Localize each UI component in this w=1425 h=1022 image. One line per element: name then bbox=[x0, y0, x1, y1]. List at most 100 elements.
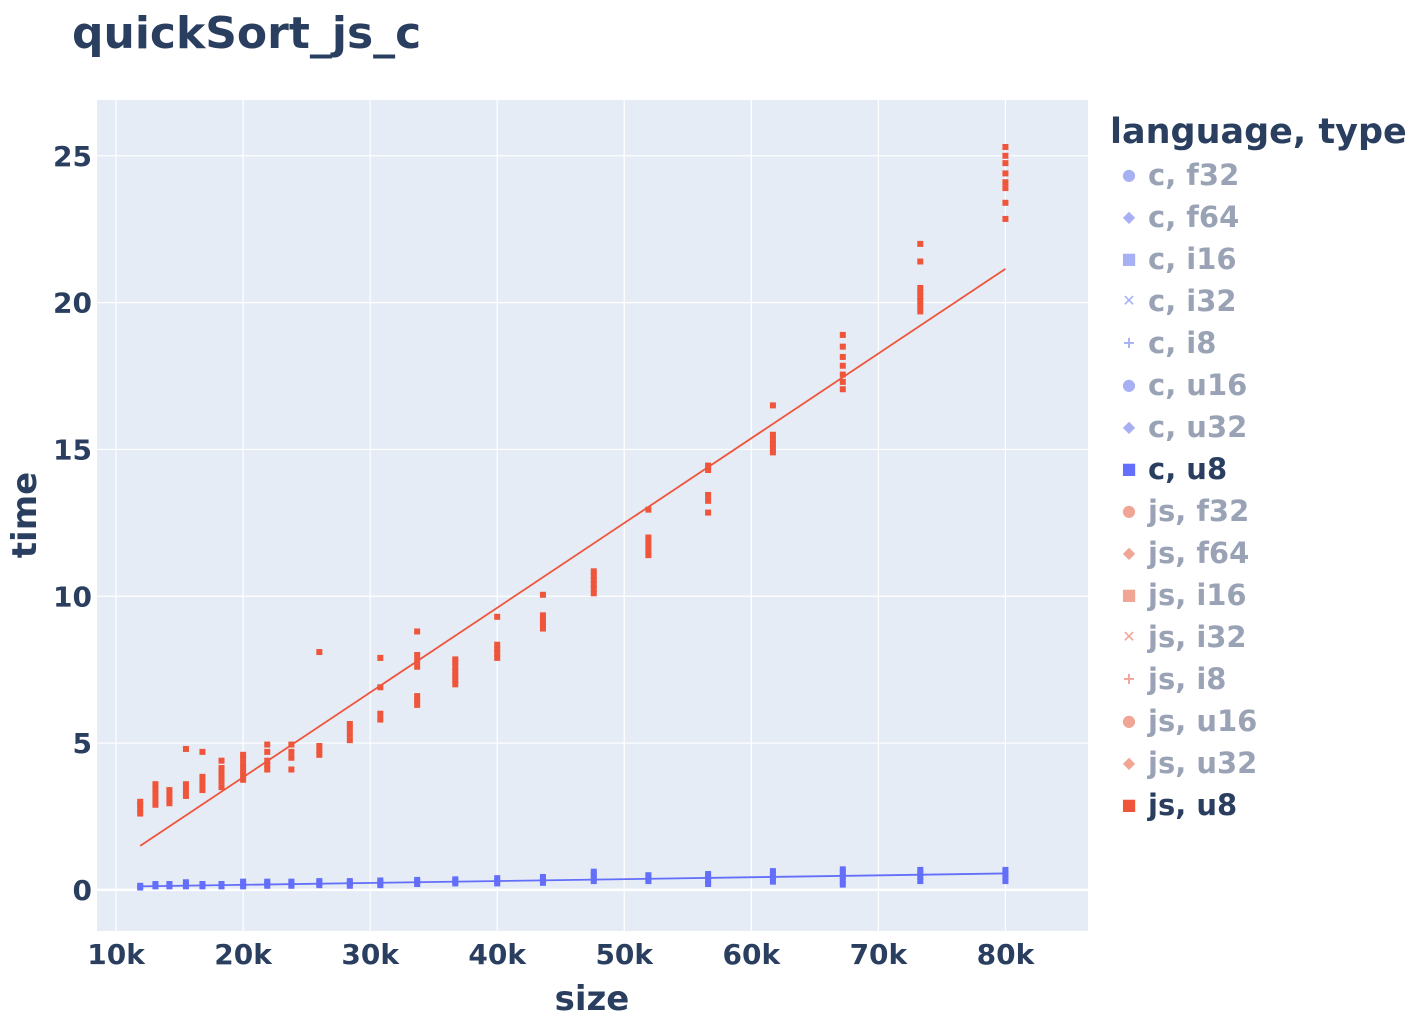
legend-item[interactable]: + c, i8 bbox=[1110, 322, 1420, 364]
point-js-u8 bbox=[839, 343, 846, 350]
point-js-u8 bbox=[182, 792, 189, 799]
point-c-u8 bbox=[839, 877, 846, 884]
point-js-u8 bbox=[917, 284, 924, 291]
legend-marker-icon: ◆ bbox=[1122, 753, 1136, 772]
legend-item[interactable]: ■ c, i16 bbox=[1110, 238, 1420, 280]
legend-item[interactable]: ● js, u16 bbox=[1110, 700, 1420, 742]
point-c-u8 bbox=[839, 873, 846, 880]
point-js-u8 bbox=[414, 697, 421, 704]
point-c-u8 bbox=[917, 866, 924, 873]
point-c-u8 bbox=[769, 871, 776, 878]
point-js-u8 bbox=[705, 509, 712, 516]
point-js-u8 bbox=[240, 751, 247, 758]
trend-line-c-u8 bbox=[140, 872, 1006, 888]
point-js-u8 bbox=[152, 781, 159, 788]
point-js-u8 bbox=[346, 720, 353, 727]
legend-marker-icon: + bbox=[1122, 669, 1136, 688]
point-js-u8 bbox=[917, 258, 924, 265]
legend-item[interactable]: ✕ js, i32 bbox=[1110, 616, 1420, 658]
legend-item[interactable]: ◆ c, f64 bbox=[1110, 196, 1420, 238]
point-js-u8 bbox=[166, 800, 173, 807]
point-js-u8 bbox=[1002, 143, 1009, 150]
point-js-u8 bbox=[199, 787, 206, 794]
legend-item[interactable]: ◆ js, f64 bbox=[1110, 532, 1420, 574]
point-js-u8 bbox=[137, 810, 144, 817]
point-js-u8 bbox=[377, 716, 384, 723]
point-js-u8 bbox=[264, 766, 271, 773]
point-js-u8 bbox=[240, 756, 247, 763]
point-js-u8 bbox=[539, 612, 546, 619]
point-js-u8 bbox=[769, 436, 776, 443]
legend-item[interactable]: ● c, u16 bbox=[1110, 364, 1420, 406]
point-c-u8 bbox=[152, 881, 159, 888]
point-js-u8 bbox=[218, 784, 225, 791]
legend-marker-icon: ● bbox=[1122, 375, 1136, 394]
y-tick-label: 10 bbox=[53, 580, 92, 613]
point-c-u8 bbox=[645, 872, 652, 879]
legend-item[interactable]: ● c, f32 bbox=[1110, 154, 1420, 196]
point-js-u8 bbox=[590, 590, 597, 597]
x-axis-title: size bbox=[555, 979, 630, 1019]
legend-item-label: c, f32 bbox=[1148, 158, 1240, 192]
point-c-u8 bbox=[839, 881, 846, 888]
point-c-u8 bbox=[590, 875, 597, 882]
point-js-u8 bbox=[769, 431, 776, 438]
point-js-u8 bbox=[705, 491, 712, 498]
point-js-u8 bbox=[839, 353, 846, 360]
legend-item[interactable]: ■ js, u8 bbox=[1110, 784, 1420, 826]
point-js-u8 bbox=[452, 672, 459, 679]
point-js-u8 bbox=[539, 616, 546, 623]
point-js-u8 bbox=[414, 663, 421, 670]
legend-item-label: js, f32 bbox=[1148, 494, 1250, 528]
point-c-u8 bbox=[377, 877, 384, 884]
legend-marker-icon: + bbox=[1122, 333, 1136, 352]
legend-item-label: c, i8 bbox=[1148, 326, 1217, 360]
point-c-u8 bbox=[264, 878, 271, 885]
legend-item[interactable]: ◆ c, u32 bbox=[1110, 406, 1420, 448]
legend-item-label: c, i16 bbox=[1148, 242, 1237, 276]
legend-item[interactable]: ● js, f32 bbox=[1110, 490, 1420, 532]
legend-item[interactable]: ■ c, u8 bbox=[1110, 448, 1420, 490]
point-c-u8 bbox=[494, 875, 501, 882]
point-js-u8 bbox=[645, 534, 652, 541]
point-js-u8 bbox=[645, 506, 652, 513]
point-js-u8 bbox=[199, 778, 206, 785]
point-js-u8 bbox=[199, 782, 206, 789]
legend-item-label: js, u16 bbox=[1148, 704, 1258, 738]
point-js-u8 bbox=[645, 543, 652, 550]
legend-item[interactable]: ■ js, i16 bbox=[1110, 574, 1420, 616]
y-axis-title: time bbox=[5, 472, 45, 558]
point-js-u8 bbox=[917, 289, 924, 296]
trend-lines bbox=[139, 268, 1006, 888]
point-c-u8 bbox=[316, 878, 323, 885]
point-js-u8 bbox=[182, 781, 189, 788]
point-js-u8 bbox=[1002, 179, 1009, 186]
point-c-u8 bbox=[199, 881, 206, 888]
point-js-u8 bbox=[346, 731, 353, 738]
legend-item-label: c, u8 bbox=[1148, 452, 1228, 486]
y-tick-label: 0 bbox=[73, 874, 92, 907]
legend-item[interactable]: + js, i8 bbox=[1110, 658, 1420, 700]
point-js-u8 bbox=[1002, 185, 1009, 192]
point-c-u8 bbox=[839, 869, 846, 876]
legend-item[interactable]: ✕ c, i32 bbox=[1110, 280, 1420, 322]
y-tick-label: 5 bbox=[73, 727, 92, 760]
y-axis-ticks: 0 5 10 15 20 25 bbox=[53, 140, 92, 907]
point-js-u8 bbox=[288, 766, 295, 773]
legend-marker-icon: ■ bbox=[1121, 795, 1137, 814]
point-js-u8 bbox=[264, 741, 271, 748]
point-js-u8 bbox=[645, 538, 652, 545]
point-js-u8 bbox=[452, 668, 459, 675]
point-c-u8 bbox=[288, 878, 295, 885]
point-c-u8 bbox=[182, 879, 189, 886]
point-c-u8 bbox=[917, 878, 924, 885]
point-js-u8 bbox=[346, 737, 353, 744]
point-c-u8 bbox=[705, 871, 712, 878]
x-tick-label: 50k bbox=[595, 938, 654, 971]
point-c-u8 bbox=[1002, 873, 1009, 880]
point-js-u8 bbox=[414, 693, 421, 700]
legend: language, type ● c, f32 ◆ c, f64 ■ c, i16 ✕ c, … bbox=[1110, 112, 1420, 826]
point-js-u8 bbox=[494, 650, 501, 657]
legend-item[interactable]: ◆ js, u32 bbox=[1110, 742, 1420, 784]
point-js-u8 bbox=[539, 621, 546, 628]
